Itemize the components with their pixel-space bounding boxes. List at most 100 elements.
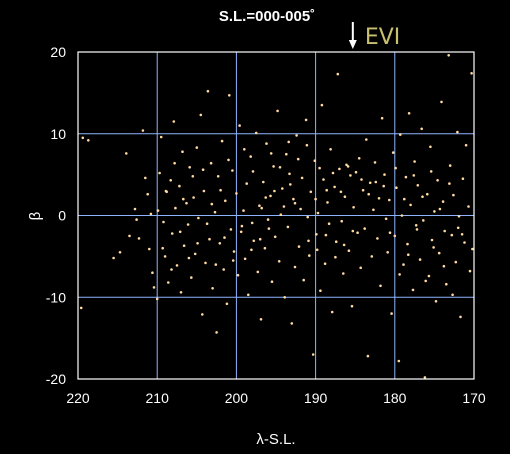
data-point — [359, 266, 363, 270]
data-point — [418, 258, 422, 261]
x-tick-label: 190 — [304, 390, 328, 406]
data-point — [161, 246, 164, 250]
data-point — [345, 163, 348, 167]
evi-label: EVI — [365, 25, 400, 50]
data-point — [215, 331, 218, 334]
data-point — [281, 187, 284, 190]
data-point — [452, 193, 455, 197]
data-point — [350, 304, 354, 308]
data-point — [379, 284, 382, 288]
data-point — [287, 140, 291, 144]
data-point — [272, 165, 275, 168]
data-point — [167, 281, 170, 284]
data-point — [238, 124, 241, 127]
data-point — [311, 353, 315, 356]
data-point — [125, 152, 128, 155]
data-point — [430, 238, 434, 242]
data-point — [307, 239, 310, 243]
data-point — [361, 188, 365, 192]
data-point — [87, 139, 90, 142]
data-point — [300, 176, 304, 180]
data-point — [242, 209, 245, 212]
data-point — [264, 196, 268, 199]
data-point — [384, 217, 388, 221]
data-point — [216, 175, 220, 178]
data-point — [443, 229, 447, 233]
data-point — [228, 94, 231, 97]
data-point — [112, 256, 115, 260]
data-point — [227, 158, 230, 162]
data-point — [170, 232, 174, 235]
data-point — [256, 270, 260, 274]
data-point — [433, 210, 436, 213]
data-point — [186, 223, 190, 226]
y-tick-label: -10 — [46, 289, 66, 305]
y-tick-labels: 20 10 0 -10 -20 — [46, 44, 66, 387]
data-point — [173, 161, 176, 165]
data-point — [324, 233, 328, 237]
x-tick-label: 220 — [66, 390, 90, 406]
data-point — [137, 237, 141, 240]
data-point — [334, 255, 337, 259]
data-point — [388, 231, 392, 234]
data-point — [269, 194, 272, 198]
data-point — [182, 197, 185, 201]
data-point — [437, 251, 441, 255]
data-point — [416, 184, 420, 187]
data-point — [302, 278, 306, 282]
data-point — [319, 289, 322, 293]
x-tick-labels: 220 210 200 190 180 170 — [66, 390, 486, 406]
data-point — [178, 184, 181, 188]
data-point — [309, 190, 313, 194]
data-point — [382, 184, 386, 188]
data-point — [315, 233, 318, 236]
evi-arrowhead-icon — [348, 40, 357, 49]
data-point — [79, 306, 83, 310]
evi-annotation: EVI — [348, 22, 400, 50]
data-point — [195, 146, 199, 149]
data-point — [269, 152, 273, 155]
data-point — [331, 171, 335, 175]
data-point — [156, 209, 160, 212]
data-point — [218, 242, 222, 245]
data-point — [447, 54, 451, 57]
data-point — [421, 195, 424, 198]
data-point — [252, 239, 256, 243]
data-point — [199, 113, 203, 117]
data-point — [325, 188, 329, 192]
data-point — [322, 178, 325, 181]
data-point — [318, 166, 321, 170]
data-point — [290, 322, 294, 325]
data-point — [380, 116, 384, 120]
data-point — [349, 174, 352, 177]
data-point — [190, 276, 193, 279]
data-point — [441, 200, 445, 203]
data-point — [383, 173, 386, 176]
data-point — [400, 214, 404, 217]
data-point — [412, 174, 416, 177]
data-point — [249, 155, 252, 158]
data-point — [225, 302, 229, 306]
data-point — [289, 183, 292, 186]
data-point — [340, 219, 344, 223]
data-point — [323, 262, 327, 266]
data-point — [445, 282, 448, 286]
data-point — [185, 201, 188, 205]
data-point — [202, 189, 206, 193]
data-point — [397, 359, 401, 363]
data-point — [423, 376, 427, 379]
data-point — [250, 248, 253, 252]
data-point — [201, 168, 205, 171]
data-point — [296, 157, 300, 161]
data-point — [141, 129, 145, 132]
data-point — [470, 72, 473, 75]
data-point — [456, 130, 459, 134]
data-point — [232, 250, 236, 253]
data-point — [342, 272, 345, 275]
data-point — [386, 251, 390, 254]
data-point — [163, 255, 167, 258]
data-point — [352, 206, 355, 209]
data-point — [181, 150, 184, 153]
data-point — [240, 224, 244, 228]
data-point — [286, 225, 290, 229]
